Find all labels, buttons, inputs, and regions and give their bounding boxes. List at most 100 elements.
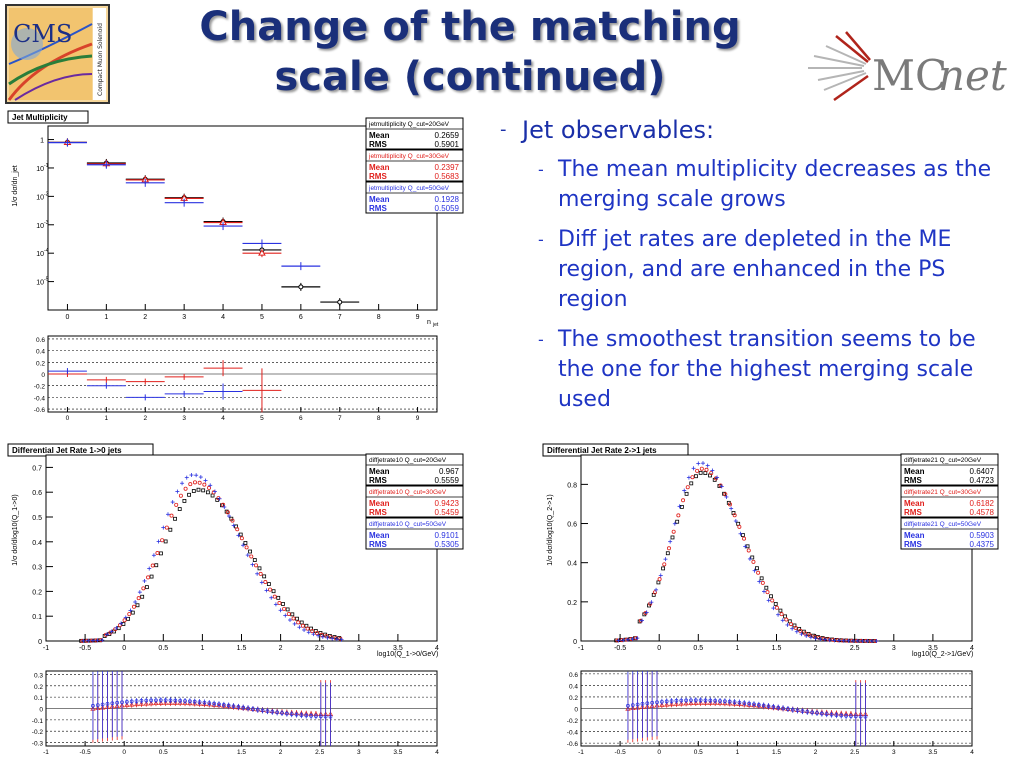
- ratio-point: [839, 713, 844, 718]
- ratio-point: [723, 699, 727, 704]
- data-point: [244, 545, 249, 550]
- data-point: [121, 622, 126, 626]
- data-point: [746, 548, 751, 553]
- data-point: [656, 580, 661, 585]
- ratio-point: [285, 711, 289, 716]
- ratio-point: [139, 698, 144, 703]
- y-tick-label: 10: [36, 194, 44, 201]
- data-point: [661, 566, 666, 571]
- ratio-point: [183, 699, 187, 703]
- data-point: [135, 603, 140, 608]
- data-point: [192, 480, 197, 485]
- stat-box: [365, 181, 464, 214]
- ratio-point: [698, 698, 703, 703]
- data-point: [277, 601, 282, 606]
- ratio-point: [299, 713, 304, 717]
- ratio-x-tick-label: 2: [279, 749, 283, 756]
- ratio-x-tick-label: 2: [143, 415, 147, 420]
- ratio-point: [129, 699, 134, 704]
- x-tick-label: 3: [182, 314, 186, 321]
- ratio-point: [756, 703, 761, 707]
- x-tick-label: 1.5: [772, 645, 782, 652]
- stat-mean-label: Mean: [369, 467, 390, 476]
- ratio-point: [95, 703, 100, 707]
- ratio-x-tick-label: 6: [299, 415, 303, 420]
- y-tick-label: 1: [40, 138, 44, 145]
- x-tick-label: -1: [43, 645, 49, 652]
- x-tick-label: -1: [578, 645, 584, 652]
- slide-title: Change of the matching scale (continued): [150, 2, 790, 102]
- ratio-point: [679, 698, 684, 703]
- ratio-point: [707, 700, 713, 705]
- stat-rms-label: RMS: [369, 172, 387, 181]
- x-tick-label: 2.5: [850, 645, 860, 652]
- stat-mean-value: 0.5903: [970, 531, 995, 540]
- x-tick-label: 5: [260, 314, 264, 321]
- data-point: [291, 616, 296, 621]
- x-tick-label: 0: [122, 645, 126, 652]
- ratio-x-tick-label: 4: [970, 749, 974, 756]
- ratio-y-tick-label: 0.6: [569, 672, 578, 679]
- ratio-point: [781, 706, 785, 711]
- ratio-point: [693, 698, 698, 703]
- sub-bullet-text-3: The smoothest transition seems to be the…: [558, 327, 976, 412]
- data-point: [703, 471, 708, 475]
- ratio-point: [182, 700, 188, 705]
- ratio-point: [110, 701, 115, 706]
- ratio-point: [752, 702, 756, 707]
- ratio-point: [640, 701, 645, 706]
- ratio-point: [815, 711, 819, 715]
- data-point: [197, 480, 202, 485]
- ratio-point: [849, 714, 853, 719]
- mcnet-logo: MC net: [806, 28, 1016, 108]
- data-point: [314, 631, 319, 636]
- data-point: [807, 633, 812, 638]
- ratio-y-tick-label: -0.6: [34, 407, 46, 414]
- ratio-y-tick-label: 0.2: [34, 684, 43, 691]
- data-point: [759, 576, 764, 581]
- ratio-point: [265, 709, 270, 713]
- data-point: [652, 590, 657, 595]
- stat-rms-value: 0.4578: [970, 508, 995, 517]
- stat-mean-label: Mean: [904, 499, 925, 508]
- data-point: [676, 513, 681, 518]
- ratio-point: [664, 699, 669, 704]
- stat-rms-label: RMS: [369, 540, 387, 549]
- stat-rms-value: 0.5559: [435, 476, 460, 485]
- ratio-point: [280, 711, 284, 715]
- y-tick-exponent: -5: [44, 277, 49, 283]
- data-point: [281, 602, 285, 606]
- data-point: [713, 476, 718, 481]
- data-point: [150, 563, 155, 568]
- data-point: [765, 590, 770, 595]
- data-point: [723, 492, 728, 497]
- data-point: [684, 491, 689, 496]
- data-point: [187, 492, 192, 497]
- data-point: [191, 489, 196, 493]
- x-tick-label: 3.5: [928, 645, 938, 652]
- x-tick-label: 4: [970, 645, 974, 652]
- data-point: [305, 626, 310, 631]
- ratio-point: [727, 699, 732, 704]
- stat-mean-value: 0.2659: [435, 131, 460, 140]
- ratio-point: [168, 698, 173, 703]
- data-point: [764, 585, 769, 590]
- y-tick-label: 0.1: [32, 614, 42, 621]
- data-point: [144, 585, 149, 590]
- ratio-x-tick-label: -0.5: [79, 749, 91, 756]
- data-point: [300, 623, 305, 628]
- data-point: [310, 629, 315, 634]
- x-tick-label: 2: [143, 314, 147, 321]
- ratio-point: [314, 714, 318, 719]
- ratio-point: [172, 700, 178, 705]
- ratio-x-tick-label: 3: [357, 749, 361, 756]
- x-axis-label-sub: jet: [432, 322, 439, 328]
- ratio-point: [786, 707, 790, 711]
- ratio-point: [134, 699, 139, 703]
- data-point: [243, 541, 248, 545]
- ratio-point: [810, 710, 815, 715]
- data-point: [788, 622, 793, 627]
- stat-box: [365, 453, 464, 486]
- data-point: [755, 566, 759, 571]
- data-point: [168, 527, 173, 532]
